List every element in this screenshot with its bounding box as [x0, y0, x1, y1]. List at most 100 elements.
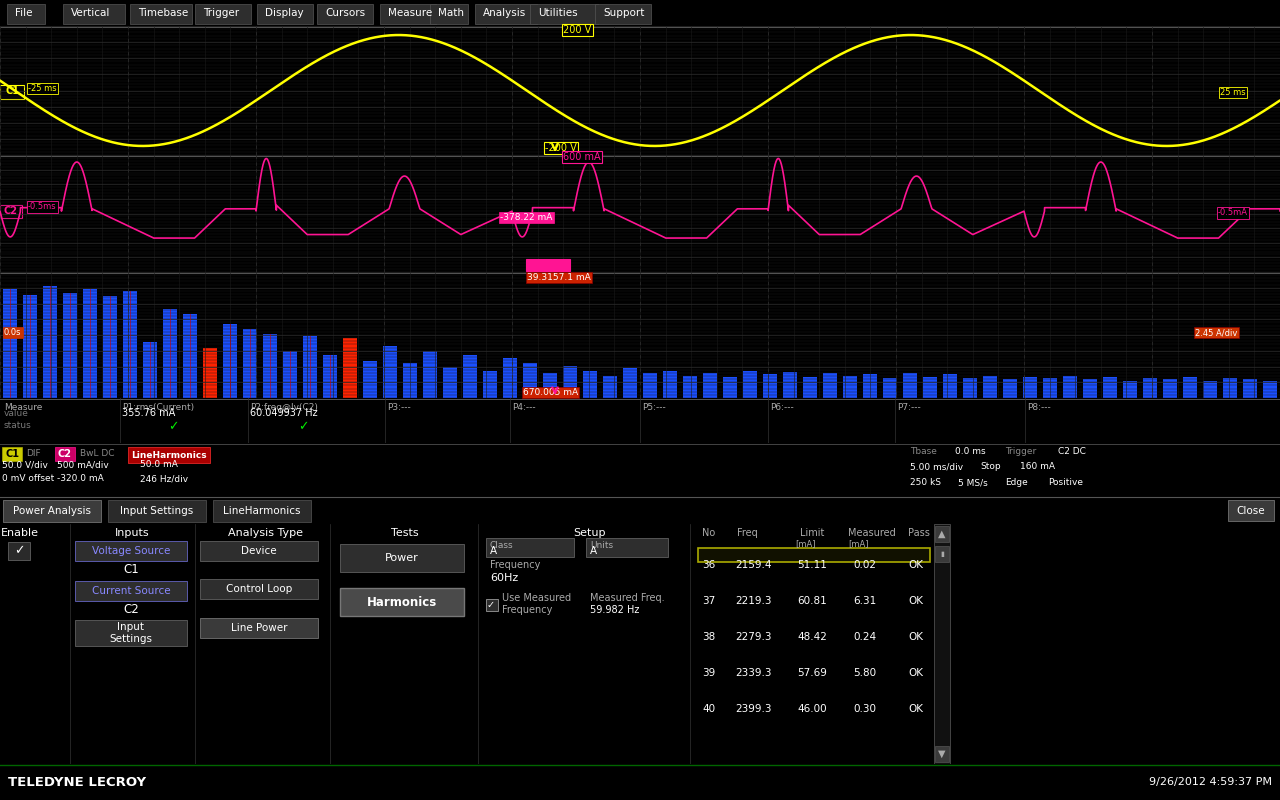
- Text: P2:freq@lv(C2): P2:freq@lv(C2): [250, 403, 317, 412]
- Text: Trigger: Trigger: [1005, 447, 1037, 456]
- Text: 0.24: 0.24: [852, 632, 876, 642]
- Text: Power Analysis: Power Analysis: [13, 506, 91, 516]
- Text: 5.00 ms/div: 5.00 ms/div: [910, 462, 963, 471]
- Bar: [1123, 381, 1137, 398]
- Text: status: status: [4, 421, 32, 430]
- Bar: [1103, 377, 1117, 398]
- Bar: [443, 367, 457, 398]
- Text: No: No: [701, 528, 716, 538]
- Text: 60.049937 Hz: 60.049937 Hz: [250, 408, 317, 418]
- Bar: [1222, 378, 1238, 398]
- Text: Pass: Pass: [908, 528, 929, 538]
- Bar: [340, 588, 465, 616]
- Text: Input
Settings: Input Settings: [110, 622, 152, 644]
- Bar: [283, 351, 297, 398]
- Text: -200 V: -200 V: [545, 143, 577, 153]
- Text: Class: Class: [490, 542, 513, 550]
- Text: 2399.3: 2399.3: [735, 704, 772, 714]
- Text: 0.30: 0.30: [852, 704, 876, 714]
- Text: C1: C1: [5, 86, 19, 96]
- Bar: [76, 541, 187, 561]
- Text: Measure: Measure: [4, 403, 42, 412]
- Bar: [163, 309, 177, 398]
- Text: 0 mV offset: 0 mV offset: [3, 474, 54, 483]
- Bar: [223, 324, 237, 398]
- Text: Frequency: Frequency: [490, 560, 540, 570]
- Text: A: A: [490, 546, 497, 556]
- Bar: [663, 370, 677, 398]
- Text: 37: 37: [701, 596, 716, 606]
- Text: 355.76 mA: 355.76 mA: [122, 408, 175, 418]
- Text: Utilities: Utilities: [538, 8, 577, 18]
- Text: C1: C1: [123, 563, 138, 576]
- Text: ✓: ✓: [298, 420, 308, 433]
- Bar: [902, 373, 918, 398]
- Bar: [362, 361, 378, 398]
- Bar: [195, 4, 251, 24]
- Bar: [742, 370, 758, 398]
- Bar: [3, 447, 22, 461]
- Text: Trigger: Trigger: [204, 8, 239, 18]
- Text: Use Measured: Use Measured: [502, 593, 571, 603]
- Bar: [823, 373, 837, 398]
- Bar: [603, 376, 617, 398]
- Text: Measure: Measure: [388, 8, 433, 18]
- Text: ✓: ✓: [14, 545, 24, 558]
- Bar: [698, 548, 931, 562]
- Text: ▲: ▲: [938, 529, 946, 539]
- Text: 0.02: 0.02: [852, 560, 876, 570]
- Text: P1:rms(Current): P1:rms(Current): [122, 403, 195, 412]
- Bar: [183, 314, 197, 398]
- Text: 9/26/2012 4:59:37 PM: 9/26/2012 4:59:37 PM: [1149, 777, 1272, 787]
- Text: Inputs: Inputs: [115, 528, 150, 538]
- Bar: [55, 447, 76, 461]
- Text: 200 V: 200 V: [563, 25, 591, 35]
- Text: 0.0s: 0.0s: [4, 328, 22, 337]
- Text: Control Loop: Control Loop: [225, 584, 292, 594]
- Bar: [380, 4, 436, 24]
- Text: OK: OK: [908, 560, 923, 570]
- Bar: [1143, 378, 1157, 398]
- Text: ▮: ▮: [940, 551, 943, 557]
- Text: 39: 39: [701, 668, 716, 678]
- Bar: [842, 376, 858, 398]
- Bar: [1023, 377, 1037, 398]
- Bar: [463, 354, 477, 398]
- Bar: [923, 377, 937, 398]
- Text: Support: Support: [603, 8, 644, 18]
- Text: Analysis: Analysis: [483, 8, 526, 18]
- Bar: [6, 4, 45, 24]
- Text: 57.69: 57.69: [797, 668, 827, 678]
- Bar: [486, 538, 573, 557]
- Text: 2.45 A/div: 2.45 A/div: [1196, 328, 1238, 337]
- Bar: [63, 293, 77, 398]
- Text: Input Settings: Input Settings: [120, 506, 193, 516]
- Text: -320.0 mA: -320.0 mA: [58, 474, 104, 483]
- Bar: [303, 336, 317, 398]
- Text: Edge: Edge: [1005, 478, 1028, 487]
- Text: OK: OK: [908, 668, 923, 678]
- Bar: [76, 581, 187, 601]
- Text: 51.11: 51.11: [797, 560, 827, 570]
- Text: C1: C1: [5, 449, 19, 459]
- Bar: [63, 4, 125, 24]
- Bar: [212, 500, 311, 522]
- Text: Freq: Freq: [737, 528, 758, 538]
- Bar: [403, 363, 417, 398]
- Text: 36: 36: [701, 560, 716, 570]
- Bar: [200, 618, 317, 638]
- Text: 60.81: 60.81: [797, 596, 827, 606]
- Text: Units: Units: [590, 542, 613, 550]
- Text: File: File: [15, 8, 32, 18]
- Text: 670.005 mA: 670.005 mA: [524, 388, 579, 397]
- Bar: [83, 289, 97, 398]
- Bar: [863, 374, 877, 398]
- Bar: [3, 500, 101, 522]
- Text: 59.982 Hz: 59.982 Hz: [590, 605, 640, 615]
- Text: 40: 40: [701, 704, 716, 714]
- Bar: [1043, 378, 1057, 398]
- Text: Display: Display: [265, 8, 303, 18]
- Text: 246 Hz/div: 246 Hz/div: [140, 474, 188, 483]
- Text: Stop: Stop: [980, 462, 1001, 471]
- Text: Current Source: Current Source: [92, 586, 170, 596]
